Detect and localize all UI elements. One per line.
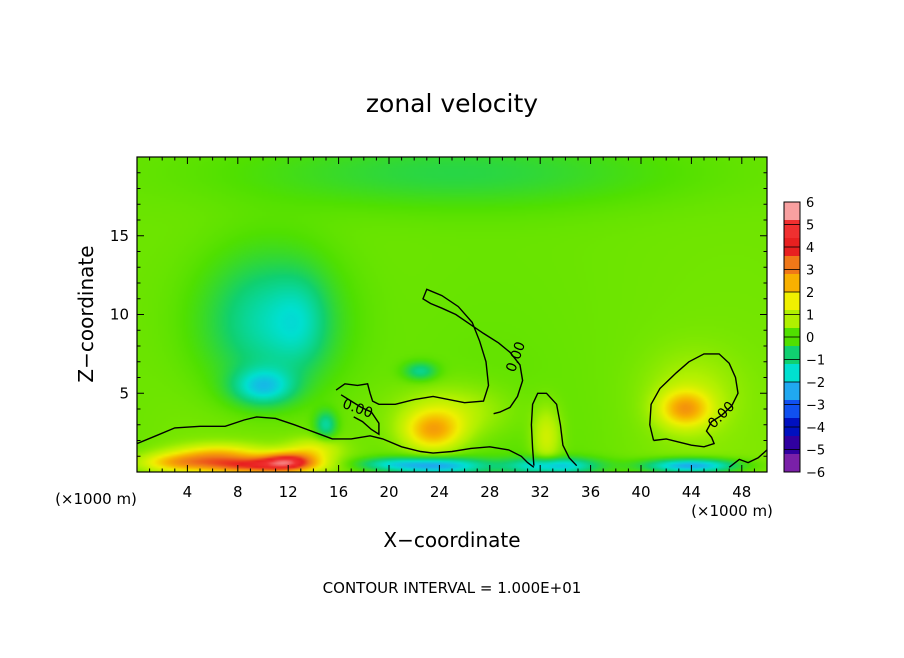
colorbar-label: 1 bbox=[806, 309, 814, 324]
x-tick-label: 8 bbox=[233, 483, 243, 501]
contour-interval-footer: CONTOUR INTERVAL = 1.000E+01 bbox=[323, 579, 582, 597]
zero-contour-right bbox=[649, 353, 739, 448]
x-tick-label: 32 bbox=[531, 483, 550, 501]
x-tick-label: 40 bbox=[631, 483, 650, 501]
colorbar-swatch bbox=[784, 202, 800, 221]
colorbar-swatch bbox=[784, 364, 800, 383]
x-tick-label: 44 bbox=[682, 483, 701, 501]
x-tick-label: 20 bbox=[379, 483, 398, 501]
colorbar-label: −3 bbox=[806, 399, 825, 414]
zero-contour-lower-left bbox=[136, 416, 535, 468]
x-axis-unit-right: (×1000 m) bbox=[691, 502, 773, 520]
colorbar-label: 0 bbox=[806, 331, 814, 346]
colorbar-label: 4 bbox=[806, 241, 814, 256]
colorbar-swatch bbox=[784, 274, 800, 293]
x-tick-label: 36 bbox=[581, 483, 600, 501]
colorbar-swatch bbox=[784, 400, 800, 419]
colorbar-swatch bbox=[784, 220, 800, 239]
colorbar-swatch bbox=[784, 256, 800, 275]
zero-contour-column bbox=[530, 392, 578, 467]
x-tick-label: 16 bbox=[329, 483, 348, 501]
colorbar-swatch bbox=[784, 382, 800, 401]
y-tick-label: 5 bbox=[119, 384, 129, 402]
x-axis-label: X−coordinate bbox=[383, 528, 520, 552]
colorbar-label: 6 bbox=[806, 196, 814, 211]
colorbar-swatch bbox=[784, 436, 800, 455]
chart-title: zonal velocity bbox=[366, 89, 538, 118]
colorbar-swatch bbox=[784, 454, 800, 473]
plot-area: 0.000.000.00 bbox=[136, 156, 768, 473]
x-tick-label: 12 bbox=[279, 483, 298, 501]
y-tick-label: 10 bbox=[110, 306, 129, 324]
x-tick-label: 24 bbox=[430, 483, 449, 501]
x-axis-ticks: 4 8 12 16 20 24 28 32 36 40 44 48 bbox=[149, 157, 755, 501]
x-axis-unit-left: (×1000 m) bbox=[55, 490, 137, 508]
colorbar: 6 5 4 3 2 1 0 −1 −2 −3 −4 −5 −6 bbox=[783, 196, 825, 481]
colorbar-label: −5 bbox=[806, 444, 825, 459]
colorbar-label: −1 bbox=[806, 354, 825, 369]
colorbar-label: 3 bbox=[806, 264, 814, 279]
velocity-field-heatmap bbox=[137, 157, 767, 472]
colorbar-label: −6 bbox=[806, 466, 825, 481]
colorbar-label: −2 bbox=[806, 376, 825, 391]
zero-contour-hook bbox=[335, 288, 524, 415]
colorbar-label: 2 bbox=[806, 286, 814, 301]
colorbar-swatch bbox=[784, 310, 800, 329]
colorbar-swatch bbox=[784, 292, 800, 311]
zero-contour-small bbox=[340, 394, 380, 436]
colorbar-label: 5 bbox=[806, 219, 814, 234]
colorbar-label: −4 bbox=[806, 421, 825, 436]
zero-contour-bottom-right bbox=[728, 449, 768, 468]
colorbar-swatch bbox=[784, 346, 800, 365]
y-axis-label: Z−coordinate bbox=[74, 245, 98, 382]
y-axis-ticks: 5 10 15 bbox=[110, 172, 767, 457]
zero-contour-lines bbox=[136, 288, 768, 468]
x-tick-label: 4 bbox=[183, 483, 193, 501]
y-tick-label: 15 bbox=[110, 227, 129, 245]
x-tick-label: 28 bbox=[480, 483, 499, 501]
x-tick-label: 48 bbox=[732, 483, 751, 501]
